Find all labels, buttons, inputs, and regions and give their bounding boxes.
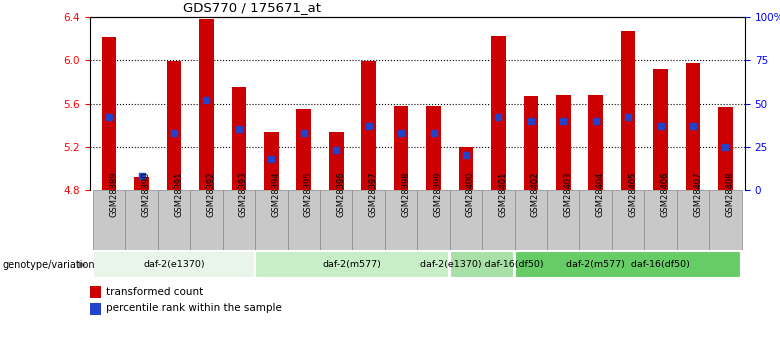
Text: GSM28394: GSM28394 <box>271 172 280 217</box>
Text: GSM28404: GSM28404 <box>596 172 604 217</box>
FancyBboxPatch shape <box>255 251 449 278</box>
Text: GSM28399: GSM28399 <box>434 172 442 217</box>
Text: daf-2(e1370): daf-2(e1370) <box>144 260 205 269</box>
FancyBboxPatch shape <box>547 190 580 250</box>
FancyBboxPatch shape <box>482 190 515 250</box>
FancyBboxPatch shape <box>580 190 612 250</box>
FancyBboxPatch shape <box>515 251 741 278</box>
FancyBboxPatch shape <box>450 190 482 250</box>
Bar <box>167 61 181 190</box>
Text: daf-2(m577)  daf-16(df50): daf-2(m577) daf-16(df50) <box>566 260 690 269</box>
Text: GSM28395: GSM28395 <box>303 172 313 217</box>
Text: GSM28393: GSM28393 <box>239 172 248 217</box>
FancyBboxPatch shape <box>385 190 417 250</box>
Text: GSM28397: GSM28397 <box>369 172 378 217</box>
FancyBboxPatch shape <box>222 190 255 250</box>
Text: transformed count: transformed count <box>106 287 203 297</box>
FancyBboxPatch shape <box>158 190 190 250</box>
Text: GSM28405: GSM28405 <box>628 172 637 217</box>
Bar <box>329 131 343 190</box>
FancyBboxPatch shape <box>353 190 385 250</box>
Text: GSM28396: GSM28396 <box>336 172 346 217</box>
Bar <box>296 109 311 190</box>
FancyBboxPatch shape <box>94 251 255 278</box>
Text: GSM28392: GSM28392 <box>207 172 215 217</box>
FancyBboxPatch shape <box>126 190 158 250</box>
Text: daf-2(m577): daf-2(m577) <box>323 260 382 269</box>
Bar <box>686 62 700 190</box>
Bar <box>426 106 441 190</box>
FancyBboxPatch shape <box>677 190 709 250</box>
FancyBboxPatch shape <box>255 190 288 250</box>
Text: GSM28407: GSM28407 <box>693 172 702 217</box>
Text: GSM28401: GSM28401 <box>498 172 507 217</box>
Bar <box>232 87 246 190</box>
Bar <box>90 303 101 315</box>
Bar <box>654 69 668 190</box>
Text: GSM28390: GSM28390 <box>142 172 151 217</box>
FancyBboxPatch shape <box>709 190 742 250</box>
Text: GDS770 / 175671_at: GDS770 / 175671_at <box>183 1 321 14</box>
Bar <box>459 147 473 190</box>
Text: GSM28406: GSM28406 <box>661 172 669 217</box>
Bar <box>394 106 409 190</box>
Bar <box>134 177 149 190</box>
Bar <box>199 19 214 190</box>
Bar <box>90 286 101 298</box>
Bar <box>621 31 636 190</box>
Bar <box>264 131 278 190</box>
Bar <box>718 107 732 190</box>
Text: GSM28391: GSM28391 <box>174 172 183 217</box>
Text: GSM28402: GSM28402 <box>531 172 540 217</box>
Text: genotype/variation: genotype/variation <box>2 260 95 270</box>
Text: percentile rank within the sample: percentile rank within the sample <box>106 304 282 313</box>
FancyBboxPatch shape <box>320 190 353 250</box>
FancyBboxPatch shape <box>644 190 677 250</box>
Bar <box>523 96 538 190</box>
FancyBboxPatch shape <box>93 190 126 250</box>
FancyBboxPatch shape <box>450 251 514 278</box>
FancyBboxPatch shape <box>190 190 222 250</box>
Text: daf-2(e1370) daf-16(df50): daf-2(e1370) daf-16(df50) <box>420 260 544 269</box>
Text: GSM28400: GSM28400 <box>466 172 475 217</box>
Text: GSM28403: GSM28403 <box>563 172 573 217</box>
FancyBboxPatch shape <box>288 190 320 250</box>
Bar <box>588 95 603 190</box>
Bar <box>556 95 570 190</box>
Text: GSM28389: GSM28389 <box>109 172 118 217</box>
Bar <box>102 37 116 190</box>
Bar <box>491 36 505 190</box>
Text: GSM28398: GSM28398 <box>401 172 410 217</box>
FancyBboxPatch shape <box>515 190 547 250</box>
Text: GSM28408: GSM28408 <box>725 172 735 217</box>
FancyBboxPatch shape <box>612 190 644 250</box>
FancyBboxPatch shape <box>417 190 450 250</box>
Bar <box>361 61 376 190</box>
